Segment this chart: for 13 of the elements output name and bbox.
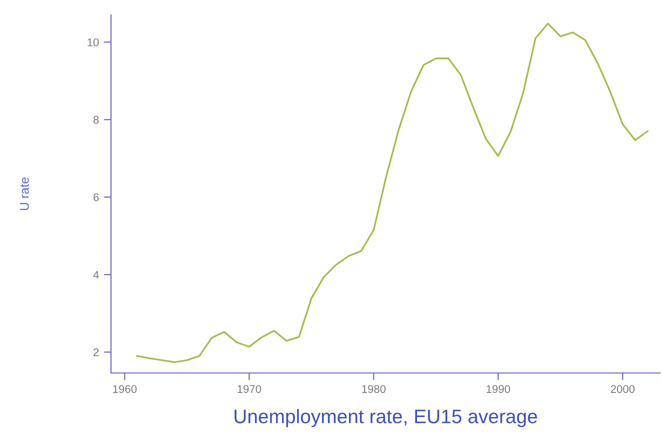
x-tick-label: 1980 [362,385,386,393]
line-series [136,22,648,363]
y-tick-label: 2 [94,348,99,356]
y-tick-label: 10 [88,38,99,46]
y-tick-label: 8 [94,116,99,124]
x-tick-label: 1960 [113,385,137,393]
y-tick-label: 4 [93,270,99,279]
x-tick-label: 1970 [238,385,262,393]
y-tick-label: 6 [94,193,99,202]
x-tick-label: 2000 [610,385,635,393]
y-axis-title: U rate [20,178,29,210]
x-axis-title: Unemployment rate, EU15 average [234,409,538,428]
x-tick-label: 1990 [486,385,510,393]
